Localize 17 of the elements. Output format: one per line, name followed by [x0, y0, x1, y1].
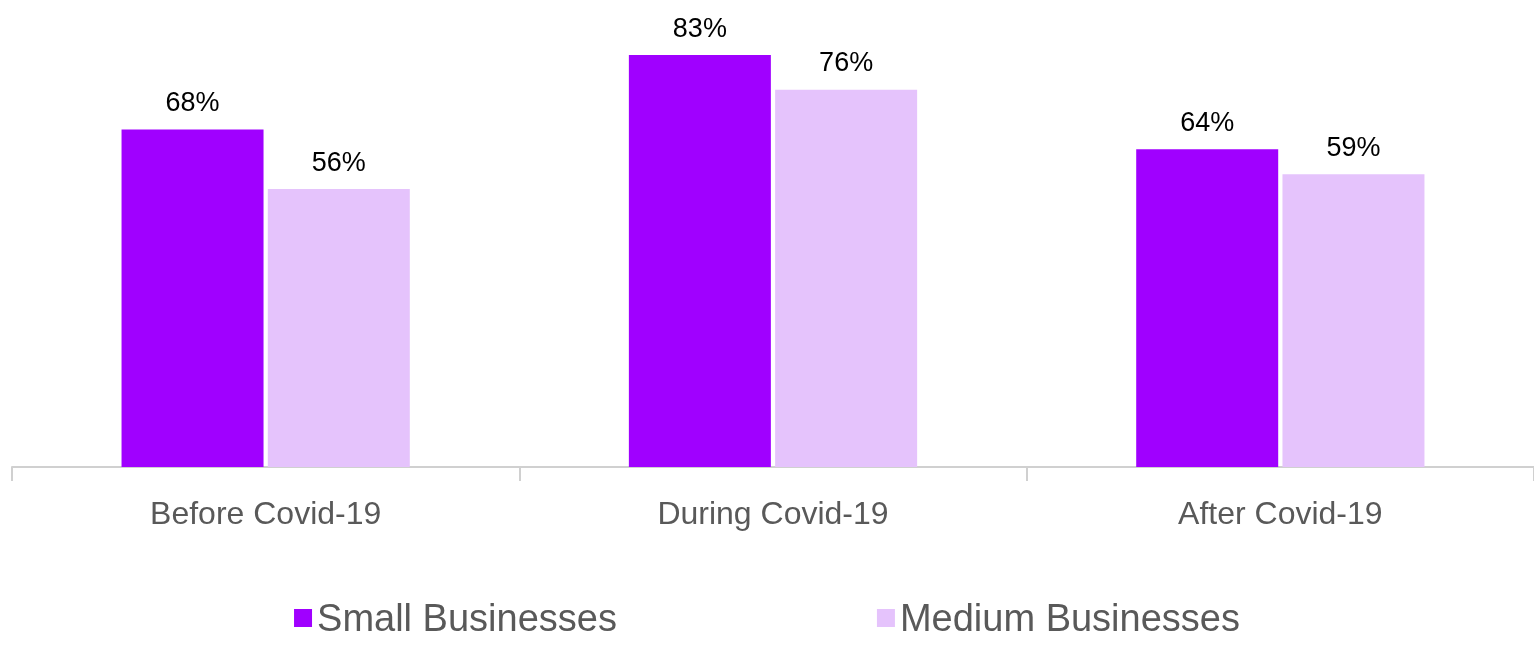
data-label: 76% [819, 47, 874, 78]
bar [1136, 149, 1279, 467]
x-tick-label: Before Covid-19 [150, 495, 382, 531]
bar [267, 189, 410, 467]
data-label: 83% [672, 12, 727, 43]
bar [628, 55, 771, 467]
legend-label: Medium Businesses [899, 597, 1240, 639]
x-tick-label: After Covid-19 [1178, 495, 1383, 531]
data-label: 59% [1326, 131, 1381, 162]
bar [775, 89, 918, 467]
legend-label: Small Businesses [317, 597, 617, 639]
x-tick-label: During Covid-19 [657, 495, 889, 531]
data-label: 56% [311, 146, 366, 177]
bar [1282, 174, 1425, 467]
bar [121, 129, 264, 467]
data-label: 68% [165, 86, 220, 117]
data-label: 64% [1180, 106, 1235, 137]
